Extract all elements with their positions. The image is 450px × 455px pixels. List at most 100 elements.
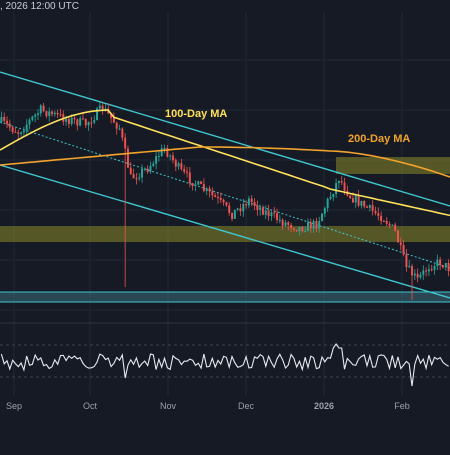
candle-body	[368, 205, 371, 208]
candle-body	[380, 215, 383, 221]
candle-body	[56, 112, 59, 115]
candle-body	[169, 155, 172, 157]
candle-body	[394, 224, 397, 231]
candle-body	[0, 117, 3, 122]
candle-body	[138, 177, 141, 179]
candle-body	[405, 254, 408, 268]
candle-body	[270, 212, 273, 217]
candle-body	[228, 205, 231, 213]
ma100-line	[0, 109, 450, 217]
candle-body	[174, 160, 177, 167]
candle-body	[67, 118, 70, 124]
candle-body	[335, 183, 338, 195]
candle-body	[402, 245, 405, 255]
candle-body	[149, 165, 152, 172]
candle-body	[3, 117, 6, 121]
resistance-zone-middle	[0, 226, 450, 242]
candle-body	[183, 169, 186, 172]
candle-body	[219, 197, 222, 200]
candle-body	[250, 198, 253, 202]
candle-body	[349, 195, 352, 199]
candle-body	[126, 148, 129, 168]
rsi-line	[0, 343, 449, 387]
chart-header-datetime: , 2026 12:00 UTC	[0, 1, 79, 12]
candle-body	[233, 209, 236, 219]
candle-body	[157, 155, 160, 157]
candle-body	[444, 262, 447, 268]
candle-body	[45, 111, 48, 117]
candle-body	[337, 181, 340, 184]
candle-body	[329, 196, 332, 199]
candle-body	[202, 184, 205, 192]
candle-body	[427, 269, 430, 272]
candle-body	[42, 105, 45, 112]
candle-body	[371, 205, 374, 212]
candle-body	[115, 122, 118, 129]
candle-body	[17, 132, 20, 134]
candle-body	[166, 147, 169, 157]
candle-body	[321, 213, 324, 222]
candle-body	[135, 178, 138, 180]
candle-body	[354, 195, 357, 203]
candle-body	[152, 163, 155, 166]
x-axis-tick-label: Feb	[394, 401, 410, 411]
candle-body	[96, 108, 99, 121]
candle-body	[197, 181, 200, 185]
candle-body	[31, 116, 34, 120]
x-axis-tick-label: Dec	[238, 401, 255, 411]
annotation-ma100: 100-Day MA	[165, 108, 227, 120]
candle-body	[208, 188, 211, 192]
candle-body	[247, 198, 250, 206]
candle-body	[239, 208, 242, 212]
candle-body	[90, 122, 93, 124]
candle-body	[53, 112, 56, 115]
candle-body	[211, 191, 214, 196]
candle-body	[261, 207, 264, 215]
candle-body	[278, 219, 281, 221]
candle-body	[118, 128, 121, 130]
candle-body	[422, 270, 425, 275]
candle-body	[143, 168, 146, 170]
candle-body	[39, 105, 42, 114]
candle-body	[441, 265, 444, 268]
candle-body	[79, 118, 82, 126]
candle-body	[28, 119, 31, 125]
candle-body	[6, 120, 9, 124]
channel-upper-line	[0, 71, 450, 207]
candle-body	[363, 200, 366, 207]
candle-body	[191, 183, 194, 186]
candle-body	[318, 221, 321, 229]
candle-body	[295, 229, 298, 232]
x-axis-tick-label: Sep	[6, 401, 22, 411]
candle-body	[155, 156, 158, 164]
annotation-ma200: 200-Day MA	[348, 133, 410, 145]
candle-body	[200, 181, 203, 185]
candle-body	[129, 167, 132, 175]
candle-body	[110, 113, 113, 118]
candle-body	[253, 201, 256, 206]
candle-body	[25, 124, 28, 131]
candle-body	[306, 222, 309, 232]
candle-body	[425, 270, 428, 272]
candle-body	[340, 181, 343, 183]
candle-body	[267, 210, 270, 217]
candle-body	[382, 220, 385, 222]
candle-body	[436, 259, 439, 267]
candle-body	[231, 212, 234, 219]
candle-body	[76, 119, 79, 126]
candle-body	[132, 174, 135, 179]
candle-body	[84, 119, 87, 126]
candle-body	[101, 105, 104, 111]
candle-body	[8, 123, 11, 128]
candle-body	[281, 219, 284, 226]
candle-body	[163, 147, 166, 149]
candle-body	[287, 222, 290, 225]
candle-body	[186, 171, 189, 173]
candle-body	[298, 226, 301, 232]
candle-body	[93, 120, 96, 123]
candle-body	[22, 130, 25, 133]
candle-body	[416, 273, 419, 278]
candle-body	[357, 195, 360, 206]
